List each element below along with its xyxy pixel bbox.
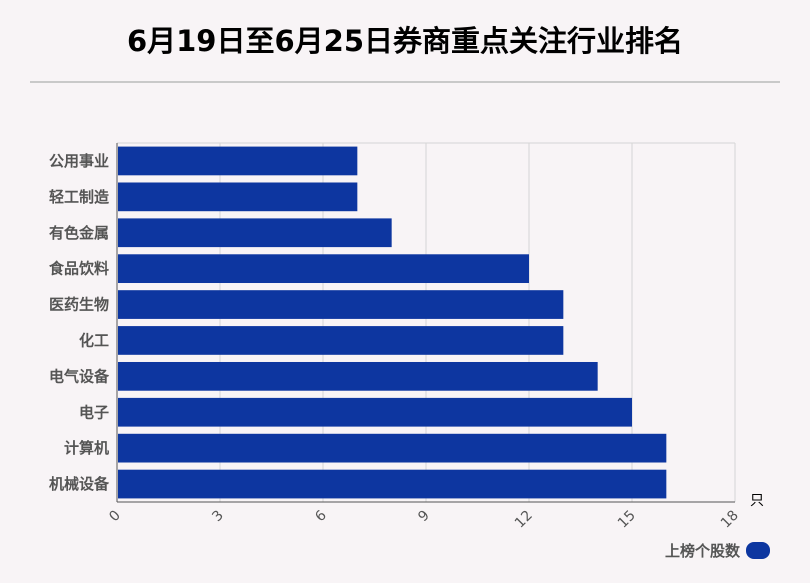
category-label: 公用事业 — [49, 152, 109, 170]
category-label: 化工 — [79, 331, 109, 349]
chart-title: 6月19日至6月25日券商重点关注行业排名 — [126, 24, 684, 58]
category-label: 轻工制造 — [49, 188, 109, 206]
bar — [118, 326, 564, 355]
category-label: 电子 — [79, 403, 109, 421]
bar — [118, 397, 632, 427]
category-label: 机械设备 — [49, 475, 110, 493]
bar — [118, 290, 564, 319]
bar — [118, 361, 598, 391]
bar — [118, 433, 667, 463]
x-tick-label: 12 — [512, 508, 536, 532]
category-label: 电气设备 — [49, 367, 110, 385]
bar — [118, 254, 529, 284]
legend: 上榜个股数 — [665, 540, 770, 561]
bar — [118, 469, 667, 499]
category-label: 医药生物 — [49, 296, 109, 314]
bar — [118, 146, 358, 176]
category-label: 有色金属 — [49, 224, 109, 242]
category-label: 计算机 — [64, 439, 109, 457]
bar — [118, 182, 358, 212]
x-tick-label: 18 — [718, 508, 742, 532]
legend-label: 上榜个股数 — [664, 542, 740, 560]
x-tick-label: 9 — [415, 508, 433, 526]
bar — [118, 218, 392, 248]
x-tick-label: 3 — [209, 508, 227, 526]
legend-swatch — [746, 542, 770, 559]
x-tick-label: 6 — [312, 507, 330, 525]
x-tick-label: 0 — [106, 508, 124, 526]
title-divider — [30, 81, 780, 83]
category-label: 食品饮料 — [49, 260, 109, 278]
x-tick-label: 15 — [615, 508, 639, 532]
x-unit-label: 只 — [750, 493, 764, 509]
